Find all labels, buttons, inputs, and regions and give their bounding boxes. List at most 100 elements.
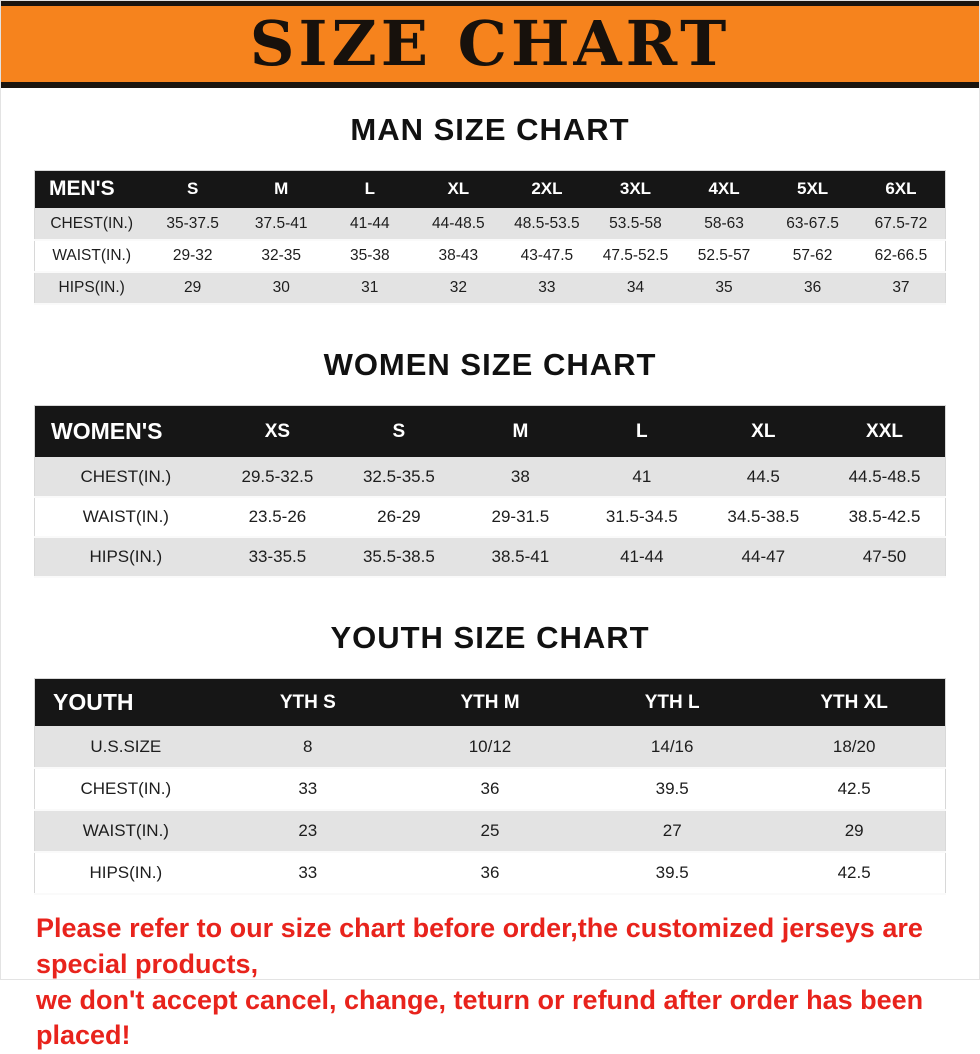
youth-section-title: YOUTH SIZE CHART (330, 620, 650, 656)
size-header: XXL (824, 405, 946, 458)
footer-line-1: Please refer to our size chart before or… (36, 913, 923, 980)
measurement-value: 33-35.5 (216, 537, 339, 579)
measurement-value: 35-37.5 (148, 208, 237, 242)
header-row: WOMEN'S XS S M L XL XXL (34, 405, 946, 458)
measurement-value: 29.5-32.5 (216, 457, 339, 499)
measurement-row: CHEST(IN.) 29.5-32.5 32.5-35.5 38 41 44.5 44.5… (34, 457, 946, 499)
measurement-row: WAIST(IN.) 29-32 32-35 35-38 38-43 43-47.5 47.… (34, 240, 946, 274)
measurement-value: 25 (398, 810, 582, 854)
measurement-value: 42.5 (763, 768, 946, 812)
youth-size-table: YOUTH YTH S YTH M YTH L YTH XL U.S.SIZE 8 10/12… (34, 677, 946, 896)
measurement-label: WAIST(IN.) (34, 497, 217, 539)
measurement-label: HIPS(IN.) (34, 272, 149, 306)
measurement-row: U.S.SIZE 8 10/12 14/16 18/20 (34, 726, 946, 770)
measurement-value: 27 (581, 810, 764, 854)
measurement-value: 52.5-57 (679, 240, 769, 274)
men-size-chart-section: MAN SIZE CHART MEN'S S M L XL 2XL 3XL 4XL 5XL 6XL C… (0, 112, 980, 306)
size-header: XL (702, 405, 825, 458)
measurement-value: 18/20 (763, 726, 946, 770)
size-header: YTH XL (763, 678, 946, 727)
chart-sections: MAN SIZE CHART MEN'S S M L XL 2XL 3XL 4XL 5XL 6XL C… (0, 112, 980, 896)
measurement-value: 32.5-35.5 (338, 457, 460, 499)
youth-size-chart-section: YOUTH SIZE CHART YOUTH YTH S YTH M YTH L YTH … (0, 620, 980, 896)
measurement-value: 8 (216, 726, 399, 770)
banner: SIZE CHART (0, 0, 980, 88)
measurement-value: 44.5-48.5 (824, 457, 946, 499)
size-header: YTH S (216, 678, 399, 727)
measurement-value: 39.5 (581, 768, 764, 812)
size-header: YTH M (398, 678, 582, 727)
size-header: 5XL (768, 170, 857, 209)
group-label-header: YOUTH (34, 678, 217, 727)
measurement-value: 34.5-38.5 (702, 497, 825, 539)
measurement-value: 47.5-52.5 (591, 240, 680, 274)
measurement-row: WAIST(IN.) 23 25 27 29 (34, 810, 946, 854)
measurement-value: 37 (856, 272, 946, 306)
size-header: L (581, 405, 703, 458)
size-header: L (325, 170, 415, 209)
size-header: 2XL (502, 170, 592, 209)
measurement-value: 63-67.5 (768, 208, 857, 242)
measurement-value: 10/12 (398, 726, 582, 770)
measurement-label: WAIST(IN.) (34, 240, 149, 274)
footer-note: Please refer to our size chart before or… (36, 911, 960, 1054)
measurement-value: 36 (398, 852, 582, 896)
size-header: S (148, 170, 237, 209)
measurement-value: 35 (679, 272, 769, 306)
measurement-value: 37.5-41 (236, 208, 326, 242)
measurement-value: 43-47.5 (502, 240, 592, 274)
measurement-value: 38 (459, 457, 582, 499)
measurement-value: 23 (216, 810, 399, 854)
measurement-value: 29-31.5 (459, 497, 582, 539)
measurement-value: 29 (148, 272, 237, 306)
measurement-row: CHEST(IN.) 33 36 39.5 42.5 (34, 768, 946, 812)
measurement-value: 44-47 (702, 537, 825, 579)
measurement-value: 26-29 (338, 497, 460, 539)
men-section-title: MAN SIZE CHART (350, 112, 630, 147)
measurement-label: CHEST(IN.) (34, 457, 217, 499)
measurement-value: 31 (325, 272, 415, 306)
size-header: 4XL (679, 170, 769, 209)
size-header: YTH L (581, 678, 764, 727)
measurement-value: 32 (414, 272, 503, 306)
size-header: 3XL (591, 170, 680, 209)
measurement-value: 67.5-72 (856, 208, 946, 242)
size-header: XL (414, 170, 503, 209)
size-header: S (338, 405, 460, 458)
size-header: M (459, 405, 582, 458)
measurement-value: 33 (216, 852, 399, 896)
measurement-value: 33 (502, 272, 592, 306)
header-row: MEN'S S M L XL 2XL 3XL 4XL 5XL 6XL (34, 170, 946, 209)
measurement-value: 47-50 (824, 537, 946, 579)
measurement-label: WAIST(IN.) (34, 810, 217, 854)
measurement-value: 38-43 (414, 240, 503, 274)
header-row: YOUTH YTH S YTH M YTH L YTH XL (34, 678, 946, 727)
measurement-value: 33 (216, 768, 399, 812)
measurement-value: 44.5 (702, 457, 825, 499)
measurement-row: HIPS(IN.) 29 30 31 32 33 34 35 36 37 (34, 272, 946, 306)
page-title: SIZE CHART (249, 7, 731, 80)
measurement-value: 14/16 (581, 726, 764, 770)
size-header: M (236, 170, 326, 209)
measurement-row: WAIST(IN.) 23.5-26 26-29 29-31.5 31.5-34.5 34… (34, 497, 946, 539)
measurement-value: 30 (236, 272, 326, 306)
women-section-title: WOMEN SIZE CHART (323, 347, 657, 383)
measurement-value: 38.5-41 (459, 537, 582, 579)
measurement-row: CHEST(IN.) 35-37.5 37.5-41 41-44 44-48.5 48.5… (34, 208, 946, 242)
measurement-value: 41-44 (581, 537, 703, 579)
measurement-label: CHEST(IN.) (34, 208, 149, 242)
measurement-value: 44-48.5 (414, 208, 503, 242)
measurement-value: 35.5-38.5 (338, 537, 460, 579)
measurement-value: 41 (581, 457, 703, 499)
measurement-label: HIPS(IN.) (34, 852, 217, 896)
measurement-value: 32-35 (236, 240, 326, 274)
footer-line-2: we don't accept cancel, change, teturn o… (36, 984, 924, 1051)
measurement-row: HIPS(IN.) 33-35.5 35.5-38.5 38.5-41 41-44 44-… (34, 537, 946, 579)
size-header: XS (216, 405, 339, 458)
measurement-value: 38.5-42.5 (824, 497, 946, 539)
measurement-label: CHEST(IN.) (34, 768, 217, 812)
measurement-value: 35-38 (325, 240, 415, 274)
measurement-value: 53.5-58 (591, 208, 680, 242)
measurement-value: 29 (763, 810, 946, 854)
